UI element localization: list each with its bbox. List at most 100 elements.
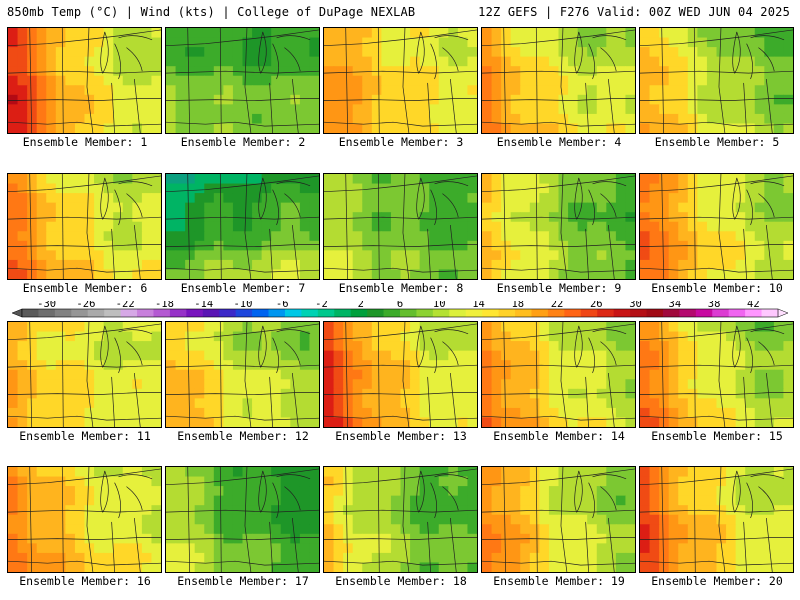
boundary-line [427,82,431,133]
colorbar-swatch [597,309,615,317]
boundary-line [585,82,589,133]
boundary-line [324,392,477,395]
temperature-field [324,174,477,279]
temperature-field [8,467,161,572]
colorbar-tick-label: 22 [551,301,564,310]
boundary-line [100,31,109,74]
member-label-16: Ensemble Member: 16 [19,574,151,588]
boundary-line [166,415,319,421]
colorbar-swatch [712,309,730,317]
boundary-line [743,228,747,279]
boundary-line [324,175,477,193]
boundary-line [503,322,507,427]
boundary-line [284,341,301,366]
member-label-7: Ensemble Member: 7 [180,281,306,295]
colorbar-tick-label: 6 [397,301,403,310]
member-map-3 [323,27,478,134]
boundary-line [284,47,301,72]
colorbar-swatch [87,309,105,317]
boundary-line [100,470,109,513]
boundary-line [592,181,627,187]
boundary-line [324,121,477,127]
colorbar-swatch [482,309,499,317]
boundary-line [416,31,425,74]
boundary-line [324,216,477,220]
boundary-line [86,467,94,572]
member-map-13 [323,321,478,428]
boundary-line [269,376,273,427]
temperature-field [324,322,477,427]
boundary-line [503,467,507,572]
boundary-line [600,341,617,366]
temperature-field [482,174,635,279]
boundary-line [430,482,437,519]
boundary-line [640,98,793,101]
boundary-line [732,470,741,513]
boundary-line [482,392,635,395]
boundary-line [8,121,161,127]
colorbar-swatch [104,309,121,317]
boundary-line [272,43,279,80]
temperature-field [166,28,319,133]
boundary-line [276,474,311,480]
boundary-line [377,28,380,133]
boundary-line [166,98,319,101]
boundary-line [111,82,115,133]
boundary-line [442,341,459,366]
boundary-line [166,537,319,540]
colorbar-tick-label: -30 [37,301,56,310]
boundary-line [324,267,477,273]
member-label-3: Ensemble Member: 3 [338,135,464,149]
boundary-line [61,322,64,427]
boundary-line [402,322,410,427]
member-map-11 [7,321,162,428]
boundary-line [482,244,635,247]
boundary-line [276,35,311,41]
boundary-line [732,177,741,220]
boundary-line [324,537,477,540]
member-label-15: Ensemble Member: 15 [651,429,783,443]
boundary-line [166,267,319,273]
boundary-line [272,482,279,519]
colorbar-swatch [137,309,154,317]
colorbar-swatch [186,309,204,317]
boundary-line [219,174,222,279]
boundary-line [166,509,319,513]
boundary-line [8,29,161,47]
boundary-line [292,224,299,279]
boundary-line [126,486,143,511]
boundary-line [324,244,477,247]
boundary-line [219,322,222,427]
colorbar-left-arrow [11,308,23,318]
member-map-7 [165,173,320,280]
colorbar-swatch [646,309,664,317]
boundary-line [535,174,538,279]
colorbar-swatch [761,309,779,317]
member-map-18 [323,466,478,573]
boundary-line [134,372,141,427]
temperature-field [640,28,793,133]
boundary-line [324,364,477,368]
boundary-line [434,181,469,187]
boundary-line [442,47,459,72]
member-label-5: Ensemble Member: 5 [654,135,780,149]
boundary-line [661,28,665,133]
member-map-9 [481,173,636,280]
boundary-line [640,216,793,220]
boundary-line [86,174,94,279]
boundary-line [661,322,665,427]
boundary-line [640,509,793,513]
boundary-line [272,337,279,374]
colorbar-swatch [662,309,680,317]
boundary-line [166,392,319,395]
boundary-line [640,392,793,395]
colorbar-swatch [301,309,319,317]
boundary-line [284,193,301,218]
boundary-line [345,28,349,133]
boundary-line [258,325,267,368]
member-label-4: Ensemble Member: 4 [496,135,622,149]
boundary-line [416,470,425,513]
boundary-line [126,47,143,72]
member-map-15 [639,321,794,428]
boundary-line [219,467,222,572]
